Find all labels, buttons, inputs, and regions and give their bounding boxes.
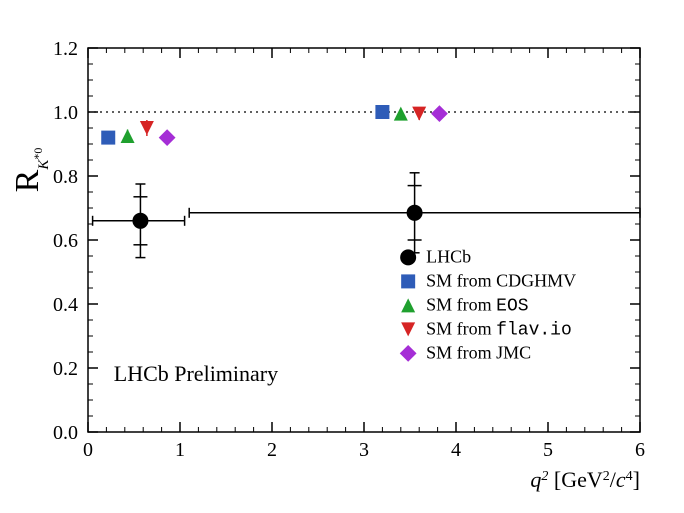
- svg-text:1: 1: [175, 439, 185, 461]
- svg-text:SM from EOS: SM from EOS: [426, 294, 528, 316]
- svg-text:0.0: 0.0: [53, 422, 78, 444]
- svg-text:LHCb Preliminary: LHCb Preliminary: [114, 361, 278, 386]
- chart-container: 01234560.00.20.40.60.81.01.2q2 [GeV2/c4]…: [0, 0, 684, 513]
- svg-text:3: 3: [359, 439, 369, 461]
- svg-text:1.0: 1.0: [53, 102, 78, 124]
- chart-svg: 01234560.00.20.40.60.81.01.2q2 [GeV2/c4]…: [0, 0, 684, 513]
- svg-text:1.2: 1.2: [53, 38, 78, 60]
- svg-text:0: 0: [83, 439, 93, 461]
- svg-text:0.6: 0.6: [53, 230, 78, 252]
- svg-text:0.2: 0.2: [53, 358, 78, 380]
- svg-text:4: 4: [451, 439, 461, 461]
- svg-text:5: 5: [543, 439, 553, 461]
- svg-text:SM from flav.io: SM from flav.io: [426, 318, 572, 340]
- svg-text:0.4: 0.4: [53, 294, 78, 316]
- svg-text:2: 2: [267, 439, 277, 461]
- svg-text:SM from CDGHMV: SM from CDGHMV: [426, 270, 576, 290]
- svg-text:LHCb: LHCb: [426, 246, 471, 266]
- svg-text:0.8: 0.8: [53, 166, 78, 188]
- svg-text:6: 6: [635, 439, 645, 461]
- svg-text:SM from JMC: SM from JMC: [426, 342, 531, 362]
